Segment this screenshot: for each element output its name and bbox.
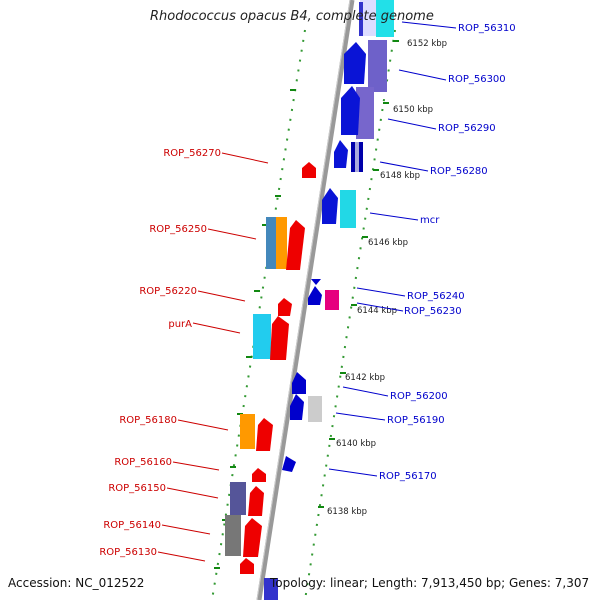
- gene-label-rop-56290[interactable]: ROP_56290: [438, 123, 496, 134]
- gene-label-rop-56230[interactable]: ROP_56230: [404, 306, 462, 317]
- kbp-label-6146: 6146 kbp: [368, 238, 408, 248]
- gene-label-rop-56180[interactable]: ROP_56180: [119, 415, 177, 426]
- gene-label-rop-56200[interactable]: ROP_56200: [390, 391, 448, 402]
- left-guide-line: [211, 29, 306, 600]
- kbp-label-6150: 6150 kbp: [393, 105, 433, 115]
- gene-label-rop-56150[interactable]: ROP_56150: [108, 483, 166, 494]
- genome-axis: [256, 0, 355, 600]
- kbp-label-6144: 6144 kbp: [357, 306, 397, 316]
- right-guide-line: [304, 29, 396, 600]
- kbp-label-6140: 6140 kbp: [336, 439, 376, 449]
- gene-label-rop-56250[interactable]: ROP_56250: [149, 224, 207, 235]
- left-strand-genes: [225, 162, 316, 574]
- right-ticks: [318, 40, 399, 508]
- genome-title: Rhodococcus opacus B4, complete genome: [150, 9, 434, 24]
- gene-label-rop-56270[interactable]: ROP_56270: [163, 148, 221, 159]
- kbp-label-6152: 6152 kbp: [407, 39, 447, 49]
- gene-label-rop-56310[interactable]: ROP_56310: [458, 23, 516, 34]
- gene-label-rop-56240[interactable]: ROP_56240: [407, 291, 465, 302]
- gene-label-rop-56130[interactable]: ROP_56130: [99, 547, 157, 558]
- kbp-label-6148: 6148 kbp: [380, 171, 420, 181]
- kbp-label-6142: 6142 kbp: [345, 373, 385, 383]
- kbp-label-6138: 6138 kbp: [327, 507, 367, 517]
- right-strand-genes: [264, 0, 394, 600]
- gene-label-rop-56160[interactable]: ROP_56160: [114, 457, 172, 468]
- accession-label: Accession: NC_012522: [8, 576, 145, 590]
- gene-label-rop-56170[interactable]: ROP_56170: [379, 471, 437, 482]
- topology-label: Topology: linear; Length: 7,913,450 bp; …: [270, 576, 590, 590]
- gene-label-mcr[interactable]: mcr: [420, 215, 440, 226]
- gene-label-rop-56140[interactable]: ROP_56140: [103, 520, 161, 531]
- gene-label-pura[interactable]: purA: [168, 319, 192, 330]
- gene-label-rop-56220[interactable]: ROP_56220: [139, 286, 197, 297]
- gene-label-rop-56190[interactable]: ROP_56190: [387, 415, 445, 426]
- gene-label-rop-56300[interactable]: ROP_56300: [448, 74, 506, 85]
- gene-label-rop-56280[interactable]: ROP_56280: [430, 166, 488, 177]
